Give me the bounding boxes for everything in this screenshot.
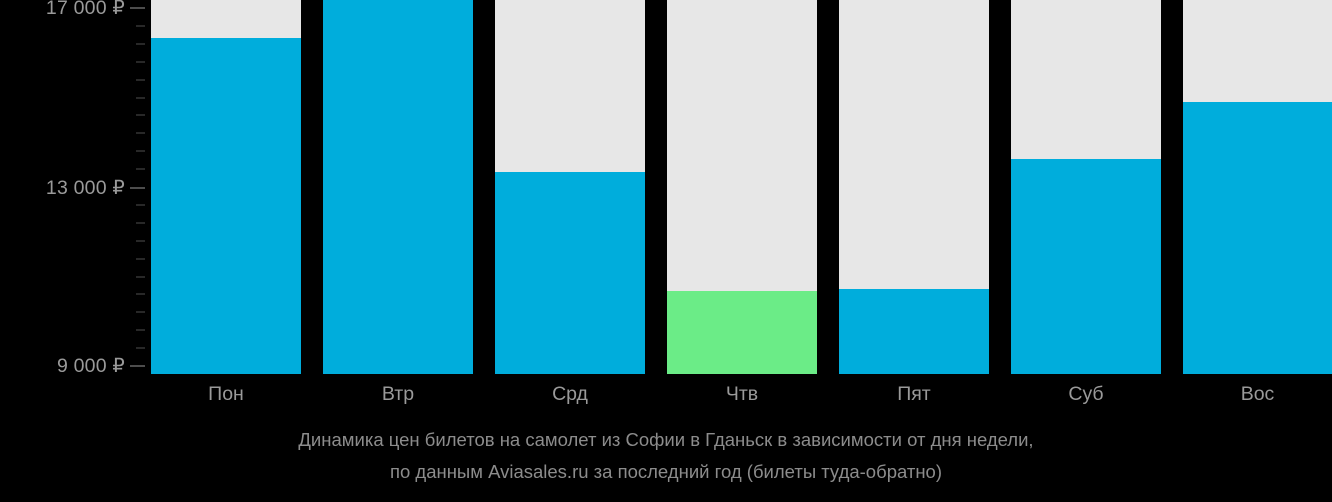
y-axis-minor-tick bbox=[136, 222, 145, 224]
bar-fill[interactable] bbox=[839, 288, 989, 374]
bar-group[interactable] bbox=[1183, 0, 1332, 374]
y-axis-minor-tick bbox=[136, 347, 145, 349]
y-axis-minor-tick bbox=[136, 204, 145, 206]
x-axis-label-2: Срд bbox=[552, 383, 588, 405]
bar-fill[interactable] bbox=[1011, 159, 1161, 374]
y-axis-major-tick bbox=[130, 187, 145, 189]
y-axis-minor-tick bbox=[136, 25, 145, 27]
x-axis-label-6: Вос bbox=[1240, 383, 1275, 405]
x-axis-label-0: Пон bbox=[208, 383, 244, 405]
y-axis-major-tick bbox=[130, 365, 145, 367]
y-axis-minor-tick bbox=[136, 293, 145, 295]
y-axis-minor-tick bbox=[136, 114, 145, 116]
bar-group[interactable] bbox=[151, 0, 301, 374]
caption-line-2: по данным Aviasales.ru за последний год … bbox=[389, 461, 943, 482]
y-axis-minor-tick bbox=[136, 97, 145, 98]
y-axis-minor-tick bbox=[136, 43, 145, 45]
bar-fill[interactable] bbox=[1183, 102, 1332, 374]
plot-area bbox=[151, 0, 1332, 374]
bar-fill[interactable] bbox=[495, 172, 645, 374]
y-axis-label: 9 000 ₽ bbox=[56, 355, 125, 377]
y-axis-minor-tick bbox=[136, 168, 145, 170]
y-axis-minor-tick bbox=[136, 258, 145, 260]
bar-fill-cheapest[interactable] bbox=[667, 291, 817, 374]
y-axis-minor-tick bbox=[136, 132, 145, 134]
x-axis-label-5: Суб bbox=[1068, 383, 1104, 405]
x-axis-label-4: Пят bbox=[897, 383, 931, 405]
y-axis-major-tick bbox=[130, 7, 145, 9]
bar-group[interactable] bbox=[1011, 0, 1161, 374]
y-axis-minor-tick bbox=[136, 150, 145, 152]
y-axis-minor-tick bbox=[136, 311, 145, 313]
y-axis-minor-tick bbox=[136, 240, 145, 242]
x-axis-label-1: Втр bbox=[381, 383, 415, 405]
bar-fill[interactable] bbox=[323, 0, 473, 374]
y-axis-label: 13 000 ₽ bbox=[45, 177, 125, 199]
bar-group[interactable] bbox=[323, 0, 473, 374]
y-axis-minor-tick bbox=[136, 61, 145, 63]
x-axis-label-3: Чтв bbox=[725, 383, 759, 405]
y-axis: 17 000 ₽ 13 000 ₽ 9 000 ₽ bbox=[0, 0, 151, 377]
y-axis-minor-tick bbox=[136, 276, 145, 277]
chart-caption: Динамика цен билетов на самолет из Софии… bbox=[0, 424, 1332, 488]
y-axis-minor-tick bbox=[136, 329, 145, 331]
y-axis-label: 17 000 ₽ bbox=[45, 0, 125, 19]
x-axis: Пон Втр Срд Чтв Пят Суб Вос bbox=[0, 374, 1332, 422]
bar-group[interactable] bbox=[667, 0, 817, 374]
bar-group[interactable] bbox=[495, 0, 645, 374]
bar-group[interactable] bbox=[839, 0, 989, 374]
caption-line-1: Динамика цен билетов на самолет из Софии… bbox=[298, 429, 1034, 450]
y-axis-minor-tick bbox=[136, 79, 145, 81]
bar-fill[interactable] bbox=[151, 37, 301, 374]
